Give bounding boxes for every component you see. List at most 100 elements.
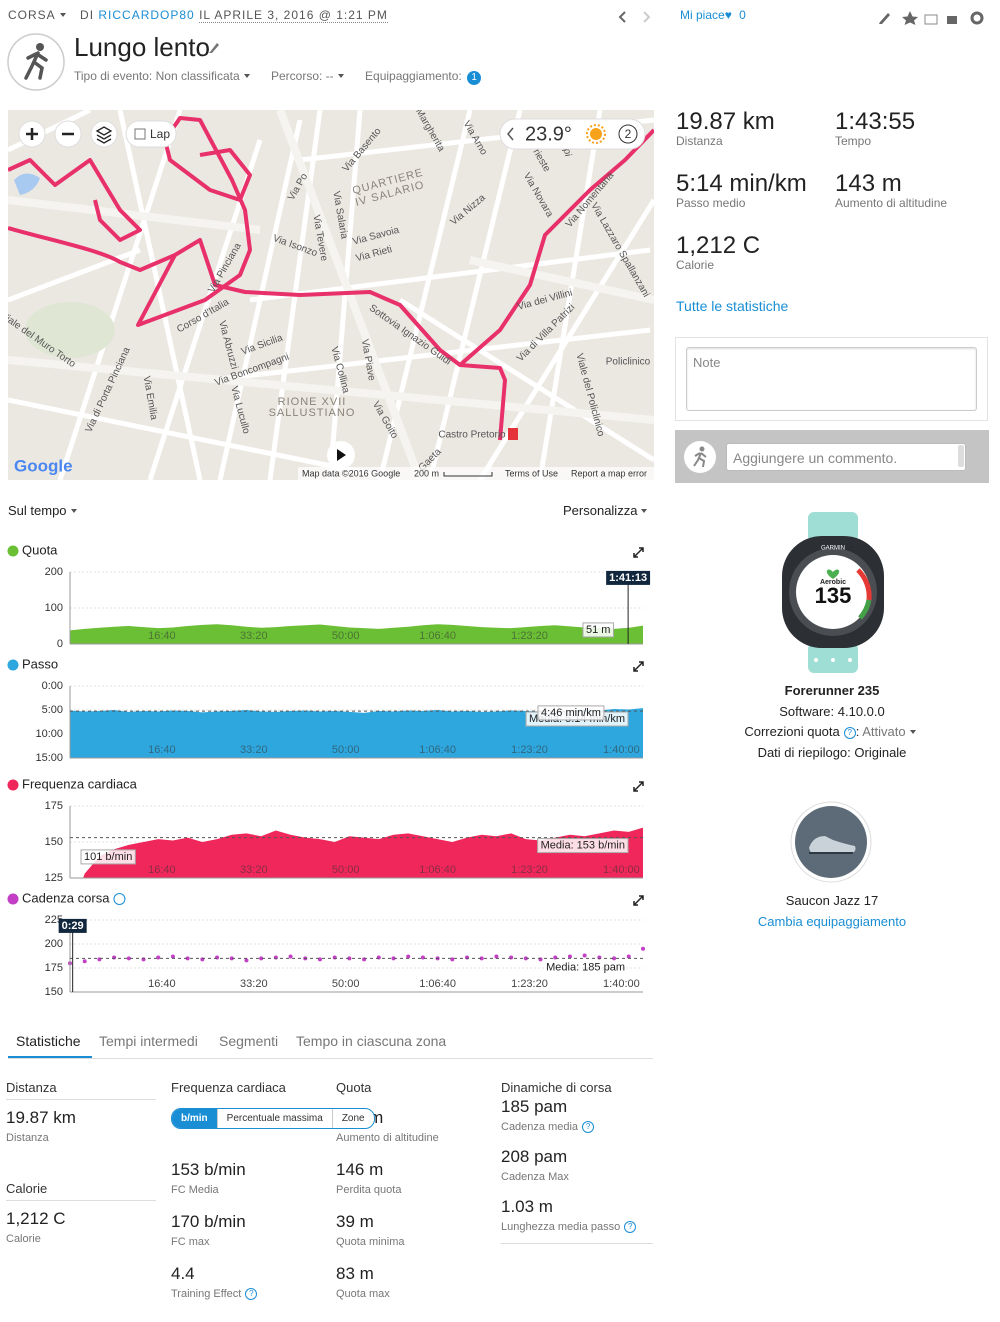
cursor-label: 1:41:13 (609, 572, 647, 584)
toolbar-icons[interactable] (875, 8, 990, 26)
x-tick-label: 33:20 (240, 630, 268, 642)
layers[interactable] (90, 120, 118, 148)
x-tick-label: 16:40 (148, 630, 176, 642)
user-link[interactable]: RICCARDOP80 (98, 8, 195, 22)
y-tick-label: 0:00 (42, 680, 63, 692)
chart-title: Quota (22, 542, 58, 557)
help-icon[interactable]: ? (624, 1221, 637, 1234)
report-link[interactable]: Report a map error (571, 468, 647, 478)
map-scale: 200 m (414, 468, 439, 478)
help-icon[interactable]: ? (582, 1121, 595, 1134)
average-label: Media: 153 b/min (541, 840, 625, 852)
x-tick-label: 1:06:40 (419, 744, 456, 756)
street-label: Castro Pretorio (438, 430, 506, 441)
summary-label: Distanza (676, 134, 723, 148)
x-tick-label: 50:00 (332, 864, 360, 876)
device-brand: GARMIN (821, 546, 845, 552)
lap-checkbox[interactable] (134, 128, 146, 140)
gear-name: Saucon Jazz 17 (785, 893, 879, 908)
device-software: Software: 4.10.0.0 (779, 704, 885, 719)
summary-label: Passo medio (676, 196, 746, 210)
elevation-correction-value[interactable]: Attivato (862, 724, 906, 739)
hover-label: 51 m (586, 624, 610, 636)
equipment: Equipaggiamento: (365, 69, 462, 83)
header-meta: CORSA DI RICCARDOP80 IL APRILE 3, 2016 @… (8, 8, 388, 23)
hover-label-box (582, 622, 614, 638)
hover-label-box (80, 849, 136, 865)
elevation-correction: Correzioni quota?: Attivato (680, 724, 984, 739)
terms-link[interactable]: Terms of Use (505, 468, 558, 478)
chart-view[interactable]: Sul tempo (8, 503, 81, 518)
course[interactable]: Percorso: -- (270, 69, 334, 83)
next-arrow[interactable] (643, 11, 651, 23)
point (126, 956, 131, 961)
commenter-avatar (684, 441, 716, 473)
x-tick-label: 1:06:40 (419, 978, 456, 990)
lap-label: Lap (150, 127, 170, 141)
share-icon[interactable] (924, 14, 938, 25)
expand-icon[interactable] (633, 781, 644, 792)
by: DI (80, 8, 95, 22)
lap-toggle[interactable] (125, 120, 177, 148)
star-icon[interactable] (902, 11, 918, 25)
point (450, 957, 455, 962)
average-label-box (537, 838, 629, 854)
prev-arrow[interactable] (618, 11, 626, 23)
x-tick-label: 1:40:00 (603, 978, 640, 990)
device-image: GARMIN Aerobic 135 (782, 512, 884, 673)
caret (59, 12, 66, 17)
stat-heading: Dinamiche di corsa (501, 1080, 612, 1095)
point (641, 946, 645, 951)
activity-title: Lungo lento (74, 32, 210, 62)
tab[interactable]: Tempi intermedi (99, 1033, 198, 1049)
unit-toggle[interactable]: b/min Percentuale massima Zone (171, 1108, 375, 1129)
help-icon[interactable] (113, 893, 126, 905)
y-tick-label: 0 (57, 638, 63, 650)
customize-label[interactable]: Personalizza (563, 503, 638, 518)
help-icon[interactable]: ? (843, 726, 856, 739)
chart-view-label[interactable]: Sul tempo (8, 503, 67, 518)
nav-arrows[interactable] (615, 8, 655, 26)
activity-type[interactable]: CORSA (8, 8, 56, 22)
y-tick-label: 200 (45, 566, 63, 578)
point (288, 954, 293, 959)
summary-value: 1,212 C (676, 232, 761, 259)
all-stats-link[interactable]: Tutte le statistiche (676, 298, 789, 314)
stat-label: Cadenza Max (501, 1171, 569, 1183)
tab[interactable]: Tempo in ciascuna zona (296, 1033, 447, 1049)
stat-label: Lunghezza media passo? (501, 1221, 637, 1234)
customize[interactable]: Personalizza (563, 503, 651, 518)
change-gear-link[interactable]: Cambia equipaggiamento (757, 914, 907, 929)
area (70, 827, 643, 878)
comment-input[interactable]: Aggiungere un commento. (726, 443, 966, 471)
notes-field[interactable]: Note (686, 347, 977, 411)
point (612, 956, 617, 961)
y-tick-label: 125 (45, 872, 63, 884)
notes-panel (675, 337, 988, 421)
device-heart-rate: 135 (815, 583, 852, 608)
x-tick-label: 1:40:00 (603, 864, 640, 876)
help-icon[interactable]: ? (245, 1288, 258, 1301)
settings-icon[interactable] (970, 11, 984, 25)
expand-icon[interactable] (633, 661, 644, 672)
tab[interactable]: Statistiche (16, 1033, 81, 1049)
hover-label: 4:46 min/km (541, 707, 601, 719)
expand-icon[interactable] (633, 547, 644, 558)
like-label[interactable]: Mi piace (680, 8, 725, 22)
edit-icon[interactable] (879, 13, 890, 24)
equipment-count[interactable]: 1 (467, 71, 482, 85)
toggle-option[interactable]: b/min (172, 1109, 217, 1128)
chart-title: Cadenza corsa (22, 890, 110, 905)
cursor-label-box (58, 918, 87, 933)
stat-value: 4.4 (171, 1264, 195, 1283)
stats-divider (501, 1243, 653, 1244)
like[interactable]: Mi piace♥ 0 (680, 8, 746, 22)
expand-icon[interactable] (633, 895, 644, 906)
toggle-option[interactable]: Zone (331, 1109, 374, 1128)
toggle-option[interactable]: Percentuale massima (216, 1109, 332, 1128)
event-type[interactable]: Tipo di evento: Non classificata (74, 69, 240, 83)
edit-title-icon[interactable] (208, 40, 222, 54)
tab[interactable]: Segmenti (219, 1033, 279, 1049)
lock-icon[interactable] (947, 16, 957, 24)
